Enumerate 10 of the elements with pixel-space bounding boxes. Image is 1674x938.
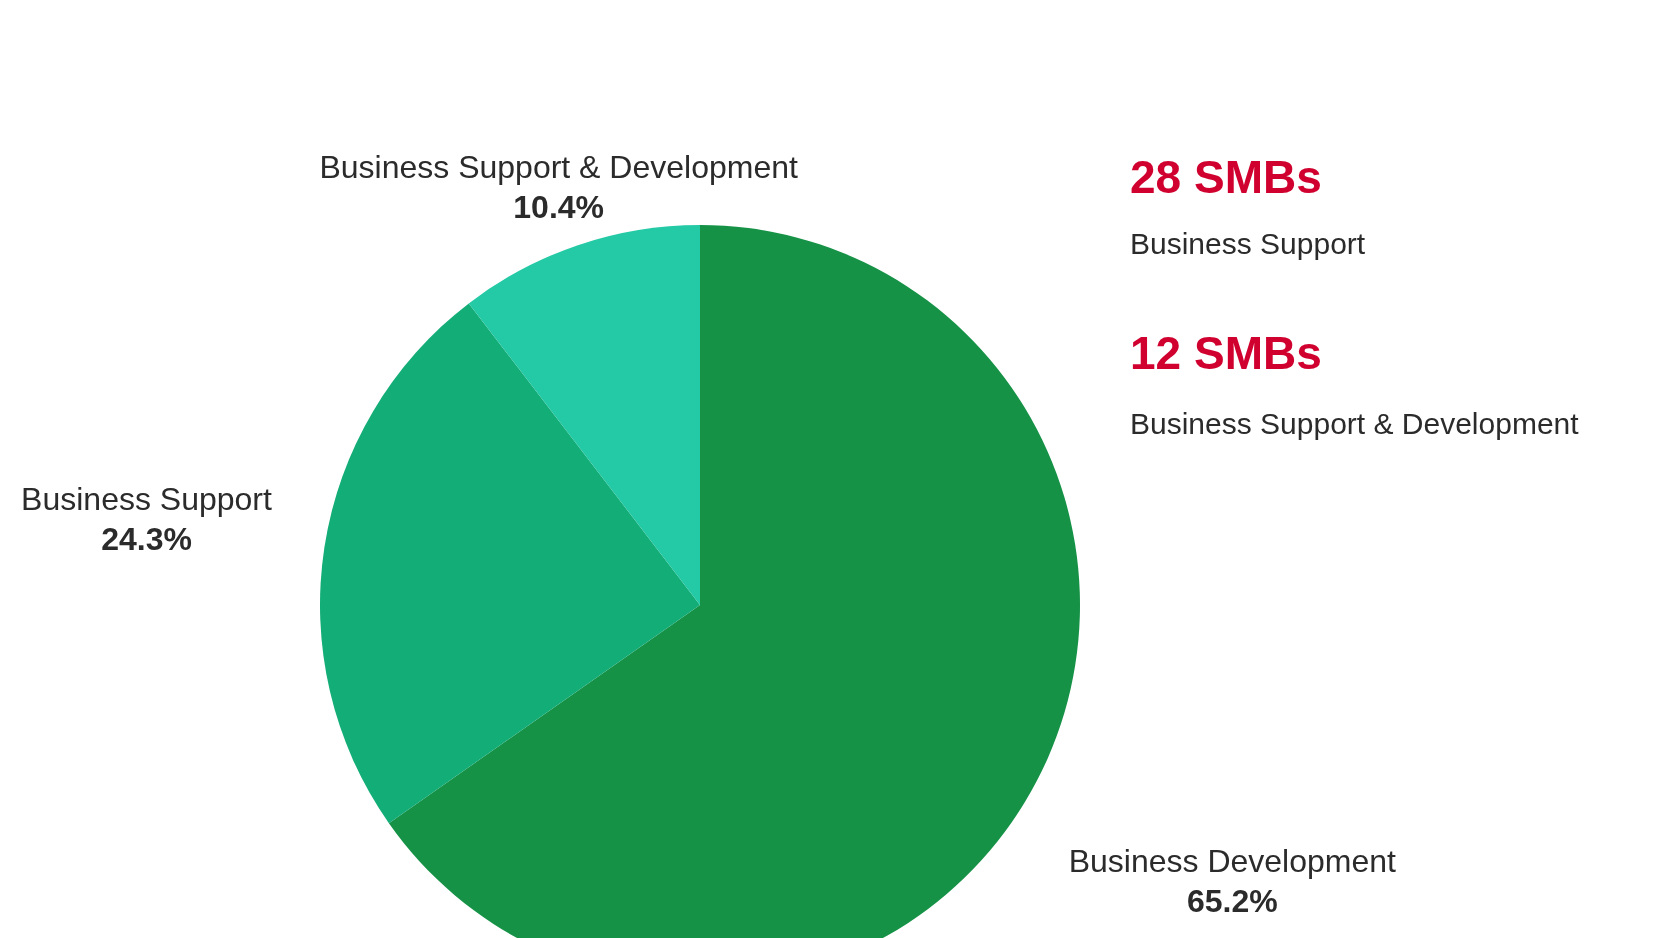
- slice-label: Business Development: [1068, 842, 1397, 879]
- text: 12 SMBs: [1130, 327, 1322, 379]
- slice-label: Business Support & Development: [319, 149, 798, 186]
- data-label: 24.3%: [101, 520, 192, 557]
- text: 28 SMBs: [1130, 151, 1322, 203]
- data-label: 65.2%: [1186, 882, 1278, 919]
- text: Business Support: [1130, 227, 1366, 260]
- data-label: 10.4%: [513, 189, 605, 226]
- text: Business Support & Development: [1130, 407, 1580, 440]
- slice-label: Business Support: [21, 480, 273, 517]
